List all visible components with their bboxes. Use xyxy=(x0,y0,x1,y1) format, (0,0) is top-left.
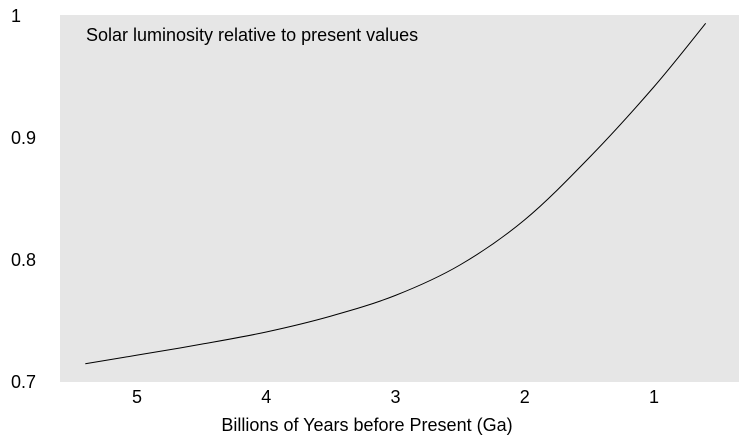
x-tick-label: 2 xyxy=(520,387,530,407)
x-tick-label: 5 xyxy=(132,387,142,407)
x-tick-label: 3 xyxy=(390,387,400,407)
y-axis: 0.7 0.8 0.9 1 xyxy=(11,6,36,392)
luminosity-line xyxy=(85,23,707,365)
x-axis-title: Billions of Years before Present (Ga) xyxy=(221,415,512,435)
x-tick-label: 4 xyxy=(261,387,271,407)
plot-area xyxy=(60,15,739,382)
y-tick-label: 0.9 xyxy=(11,128,36,148)
y-tick-label: 0.7 xyxy=(11,372,36,392)
x-tick-label: 1 xyxy=(649,387,659,407)
y-tick-label: 0.8 xyxy=(11,250,36,270)
chart-title: Solar luminosity relative to present val… xyxy=(86,25,418,45)
y-tick-label: 1 xyxy=(11,6,21,26)
x-axis: 5 4 3 2 1 xyxy=(132,387,659,407)
